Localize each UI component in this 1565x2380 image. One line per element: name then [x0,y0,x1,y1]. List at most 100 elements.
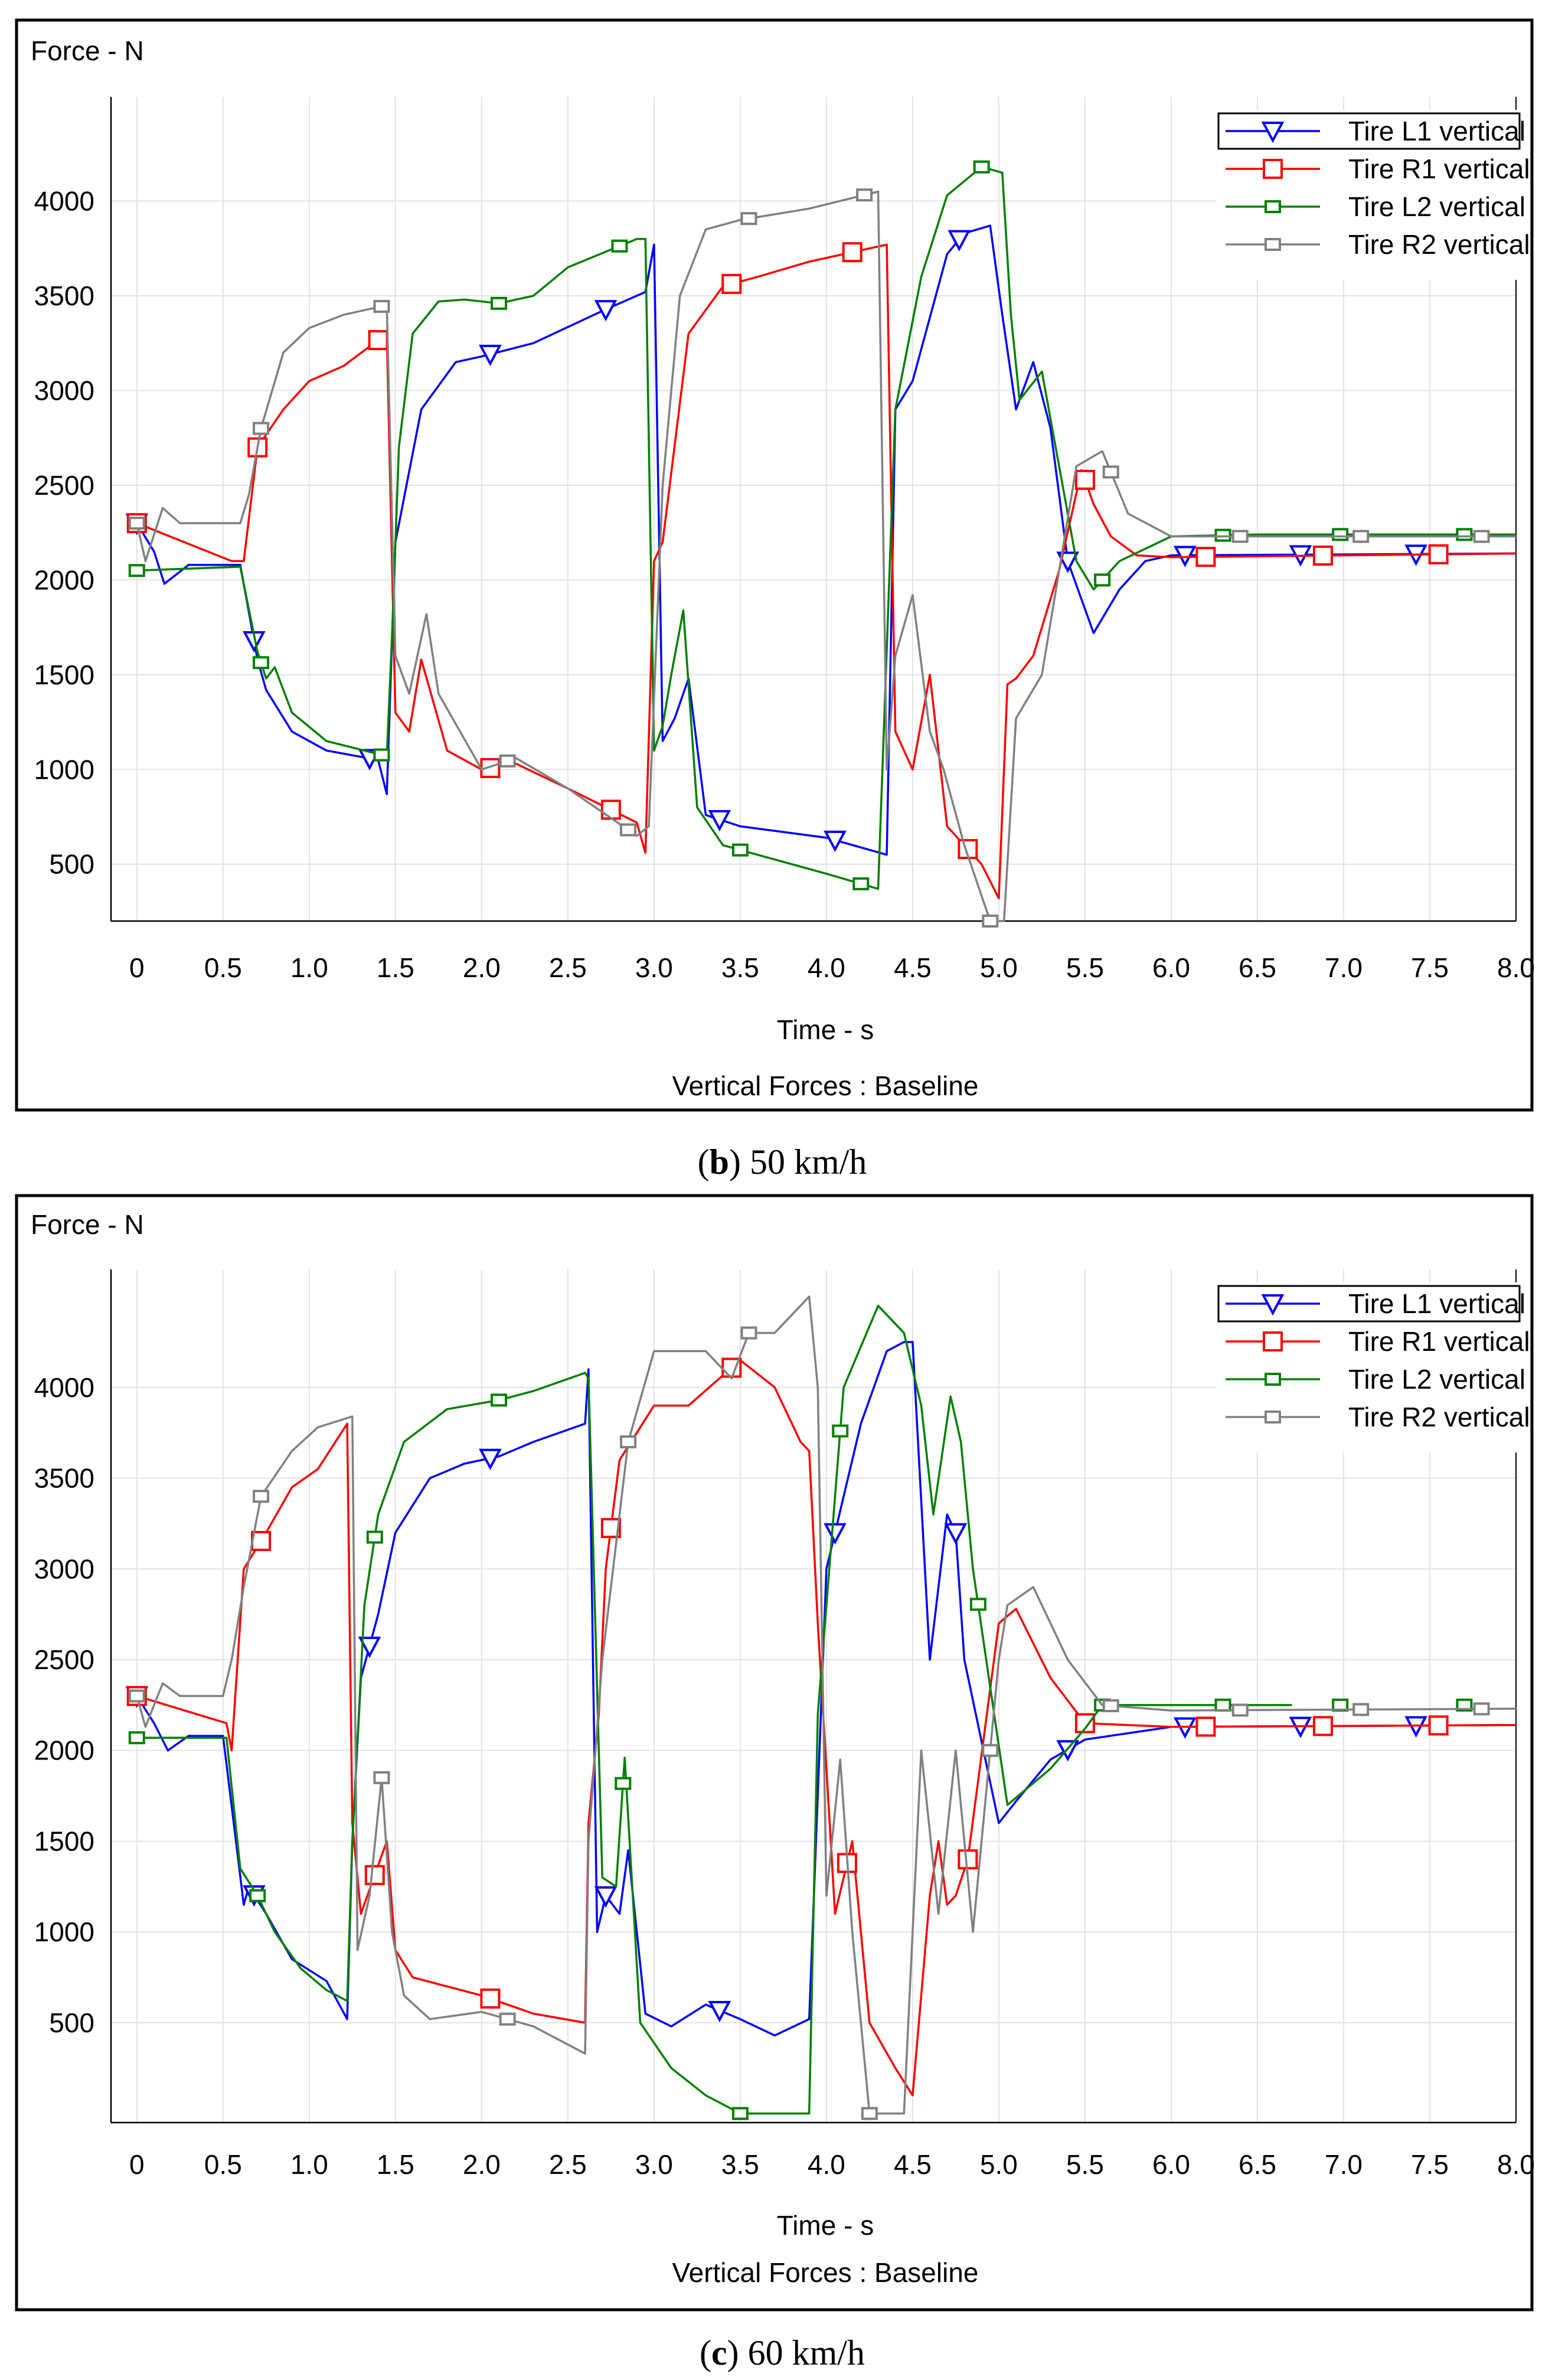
y-tick-label: 1500 [34,660,94,690]
series-line [136,1295,1517,2115]
x-tick-label: 2.5 [549,952,587,983]
data-point-marker [1312,546,1333,566]
y-tick-label: 3500 [34,280,94,311]
data-point-marker [128,517,145,530]
series-tire-r2-vertical [128,188,1516,928]
y-tick-label: 4000 [34,186,94,217]
data-point-marker [824,830,847,853]
data-point-marker [1352,1703,1370,1716]
x-tick-label: 0 [129,952,145,983]
chart-panel-2: 500 1000 1500 2000 2500 3000 3500 4000 0 0.5 1.0 1.… [15,1194,1535,2372]
y-tick-label: 500 [49,2007,94,2038]
x-tick-label: 5.0 [980,2149,1018,2180]
data-point-marker [731,2107,749,2120]
data-point-marker [721,273,742,294]
legend-marker [1261,1294,1285,1316]
x-tick-label: 1.0 [290,2149,328,2180]
data-point-marker [1094,573,1111,587]
data-point-marker [1473,1702,1490,1716]
y-axis-label: Force - N [31,35,144,66]
data-point-marker [249,1889,266,1902]
series-line [136,243,1517,900]
series-line [136,1359,1517,2097]
y-tick-label: 500 [49,849,94,880]
x-tick-label: 0.5 [204,2149,242,2180]
legend-marker [1263,159,1283,179]
data-point-marker [480,1988,501,2009]
chart-panel-1: 500 1000 1500 2000 2500 3000 3500 4000 0 0.5 1.0 1.… [15,18,1535,1181]
data-point-marker [856,188,873,202]
data-point-marker [373,299,390,313]
data-point-marker [740,1326,757,1340]
x-tick-label: 6.0 [1152,952,1190,983]
legend-label: Tire R1 vertical [1348,154,1530,184]
data-point-marker [253,1490,270,1503]
data-point-marker [600,799,621,820]
data-point-marker [852,877,870,890]
legend-focus-box [1217,112,1521,150]
x-tick-label: 7.5 [1411,952,1449,983]
x-tick-label: 3.0 [635,952,673,983]
y-tick-label: 1500 [34,1826,94,1856]
caption-paren-open: ( [698,1142,710,1181]
y-tick-label: 3500 [34,1463,94,1494]
legend-marker [1265,200,1281,213]
x-tick-label: 6.5 [1239,2149,1276,2180]
data-point-marker [479,1448,502,1470]
data-point-marker [128,1689,145,1703]
data-point-marker [611,239,628,253]
data-point-marker [708,2000,731,2023]
x-tick-label: 1.0 [290,952,328,983]
data-point-marker [1214,528,1231,542]
data-point-marker [1074,1713,1095,1733]
legend-marker [1263,1331,1283,1351]
data-point-marker [1473,530,1490,543]
y-tick-label: 1000 [34,754,94,785]
y-tick-label: 3000 [34,375,94,406]
y-tick-label: 1000 [34,1917,94,1947]
data-point-marker [1214,1698,1231,1712]
legend-box [1216,110,1522,280]
x-tick-label: 5.5 [1066,2149,1104,2180]
legend: Tire L1 vertical Tire R1 vertical Tire L2 … [1216,110,1530,280]
data-point-marker [1456,1698,1473,1712]
data-point-marker [364,1865,385,1885]
data-point-marker [373,1771,390,1784]
x-tick-label: 7.5 [1411,2149,1449,2180]
gridlines [111,97,1517,921]
series-line [136,165,1516,890]
legend-label: Tire L1 vertical [1348,116,1525,146]
data-point-marker [499,754,516,768]
figure-caption: (b) 50 km/h [698,1142,867,1181]
data-point-marker [861,2107,878,2120]
data-point-marker [1332,528,1349,541]
caption-letter: b [710,1142,729,1181]
data-point-marker [944,1523,968,1545]
legend-label: Tire L2 vertical [1348,191,1525,222]
x-tick-label: 4.0 [808,952,845,983]
x-tick-label: 2.0 [463,2149,501,2180]
data-point-marker [958,1849,978,1870]
data-point-marker [1231,530,1249,543]
legend-label: Tire L1 vertical [1348,1288,1525,1319]
caption-speed: 50 km/h [741,1142,867,1181]
data-point-marker [253,656,270,670]
caption-paren-open: ( [700,2333,711,2372]
data-point-marker [620,823,637,837]
data-point-marker [368,330,388,351]
data-point-marker [982,1744,999,1757]
data-point-marker [358,1636,381,1659]
data-point-marker [708,809,731,832]
x-tick-label: 4.5 [894,952,932,983]
data-point-marker [251,1530,272,1551]
data-point-marker [128,564,145,577]
data-point-marker [620,1435,637,1449]
data-point-marker [740,212,757,226]
y-tick-label: 2000 [34,564,94,595]
x-tick-label: 0 [129,2149,145,2180]
y-tick-label: 2000 [34,1735,94,1766]
x-tick-label: 7.0 [1325,2149,1363,2180]
x-tick-label: 8.0 [1497,952,1535,983]
x-tick-label: 3.5 [721,952,759,983]
legend-marker [1265,1373,1281,1386]
